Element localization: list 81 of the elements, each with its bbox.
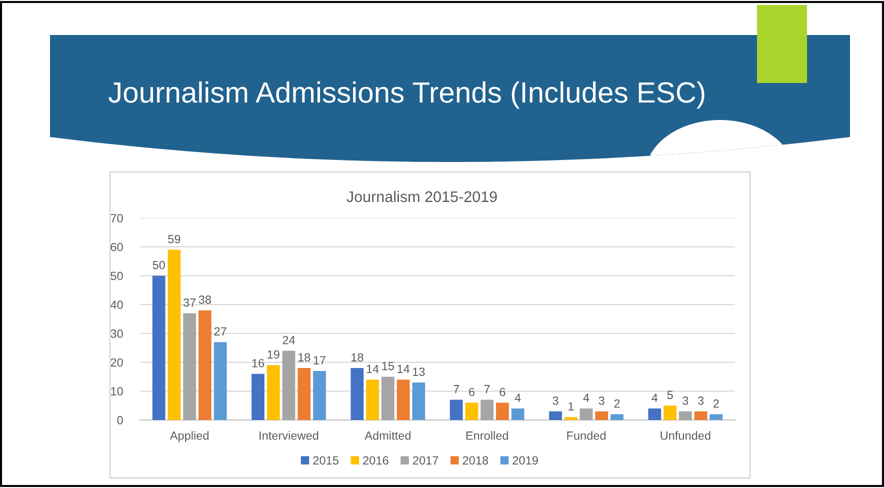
- data-label: 24: [282, 336, 295, 344]
- chart-subtitle: Journalism 2015-2019: [346, 190, 497, 202]
- bar: [366, 380, 379, 420]
- x-tick-label: Admitted: [364, 431, 410, 440]
- data-label: 3: [598, 396, 604, 405]
- data-label: 16: [252, 358, 264, 368]
- y-tick-label: 50: [110, 272, 123, 280]
- y-tick-label: 60: [110, 242, 123, 252]
- bar: [252, 374, 264, 420]
- bar: [183, 313, 196, 420]
- data-label: 37: [183, 298, 196, 307]
- y-tick-label: 10: [111, 387, 123, 396]
- data-label: 59: [168, 234, 180, 244]
- data-label: 38: [198, 295, 212, 304]
- data-label: 6: [469, 388, 474, 396]
- bar: [694, 411, 708, 420]
- data-label: 4: [583, 394, 590, 402]
- x-tick-label: Interviewed: [260, 431, 318, 440]
- y-tick-label: 70: [110, 214, 123, 222]
- bar: [465, 402, 478, 420]
- bar: [710, 414, 723, 420]
- bar: [580, 408, 593, 420]
- bar: [549, 411, 562, 420]
- bar: [350, 368, 364, 420]
- y-tick-label: 40: [110, 300, 123, 309]
- data-label: 7: [484, 385, 490, 394]
- data-label: 14: [398, 364, 410, 373]
- data-label: 27: [214, 327, 226, 336]
- data-label: 15: [382, 362, 394, 370]
- data-label: 50: [152, 260, 165, 270]
- data-label: 1: [568, 402, 574, 410]
- data-label: 2: [713, 399, 719, 408]
- data-label: 14: [366, 364, 379, 373]
- bar: [198, 310, 212, 420]
- bar: [152, 276, 166, 420]
- bar: [664, 406, 676, 420]
- bar: [648, 408, 662, 420]
- data-label: 2: [614, 399, 620, 408]
- data-label: 17: [314, 356, 326, 364]
- bar: [266, 365, 280, 420]
- data-label: 3: [682, 396, 688, 405]
- bar: [381, 376, 394, 420]
- bar: [412, 382, 426, 420]
- bar: [313, 370, 326, 420]
- bar: [511, 408, 524, 420]
- bar: [595, 411, 608, 420]
- legend-label: 2015: [313, 456, 338, 465]
- data-label: 4: [514, 394, 521, 402]
- bar: [282, 350, 296, 420]
- data-label: 18: [298, 353, 310, 362]
- y-tick-label: 0: [117, 416, 123, 424]
- x-tick-label: Enrolled: [466, 431, 508, 440]
- bar: [450, 400, 463, 420]
- data-label: 3: [552, 396, 558, 405]
- legend-label: 2016: [363, 456, 388, 465]
- bar: [214, 342, 227, 420]
- y-tick-label: 20: [110, 358, 123, 367]
- chart-title: Journalism Admissions Trends (Includes ESC): [108, 81, 704, 109]
- bar: [678, 411, 692, 420]
- bar: [480, 400, 494, 420]
- x-tick-label: Funded: [567, 431, 606, 440]
- data-label: 7: [454, 385, 460, 394]
- bar: [610, 414, 624, 420]
- data-label: 3: [698, 396, 704, 405]
- data-label: 19: [268, 350, 280, 359]
- bar: [168, 250, 181, 420]
- y-tick-label: 30: [110, 329, 123, 338]
- data-label: 5: [667, 390, 673, 400]
- data-label: 6: [500, 388, 506, 396]
- legend-label: 2018: [462, 456, 488, 465]
- bar: [396, 380, 410, 420]
- x-tick-label: Unfunded: [660, 431, 710, 440]
- x-tick-label: Applied: [170, 431, 209, 442]
- bar: [496, 402, 509, 420]
- data-label: 13: [412, 368, 425, 376]
- legend-label: 2017: [413, 456, 438, 465]
- bar: [564, 417, 578, 420]
- legend-label: 2019: [512, 456, 538, 465]
- data-label: 4: [652, 394, 658, 402]
- data-label: 18: [352, 353, 364, 362]
- bar: [298, 368, 311, 420]
